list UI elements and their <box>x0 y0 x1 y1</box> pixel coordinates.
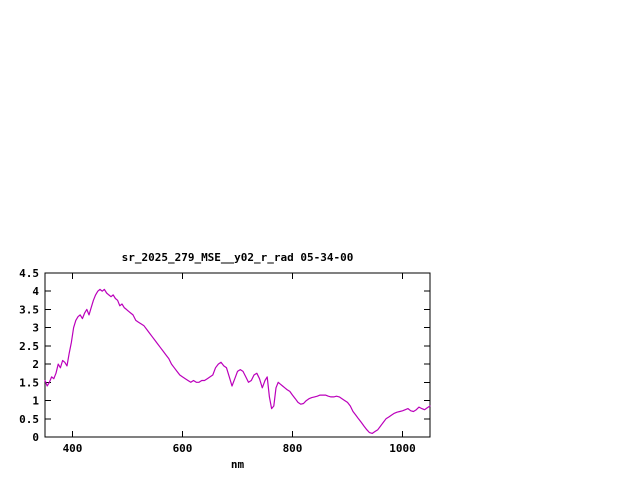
x-tick-label: 800 <box>283 442 303 455</box>
x-tick-label: 400 <box>63 442 83 455</box>
x-tick-label: 600 <box>173 442 193 455</box>
y-tick-label: 0 <box>32 431 39 444</box>
y-tick-label: 1.5 <box>19 376 39 389</box>
y-tick-label: 3 <box>32 322 39 335</box>
y-tick-label: 3.5 <box>19 303 39 316</box>
x-axis-label: nm <box>230 458 245 471</box>
y-tick-label: 2.5 <box>19 340 39 353</box>
x-tick-label: 1000 <box>389 442 416 455</box>
y-tick-label: 4.5 <box>19 267 39 280</box>
y-tick-label: 0.5 <box>19 413 39 426</box>
spectrum-line <box>44 288 431 434</box>
y-tick-label: 1 <box>32 395 39 408</box>
chart-title: sr_2025_279_MSE__y02_r_rad 05-34-00 <box>121 251 354 264</box>
y-tick-label: 2 <box>32 358 39 371</box>
plot-border <box>44 272 431 438</box>
y-tick-label: 4 <box>32 285 39 298</box>
